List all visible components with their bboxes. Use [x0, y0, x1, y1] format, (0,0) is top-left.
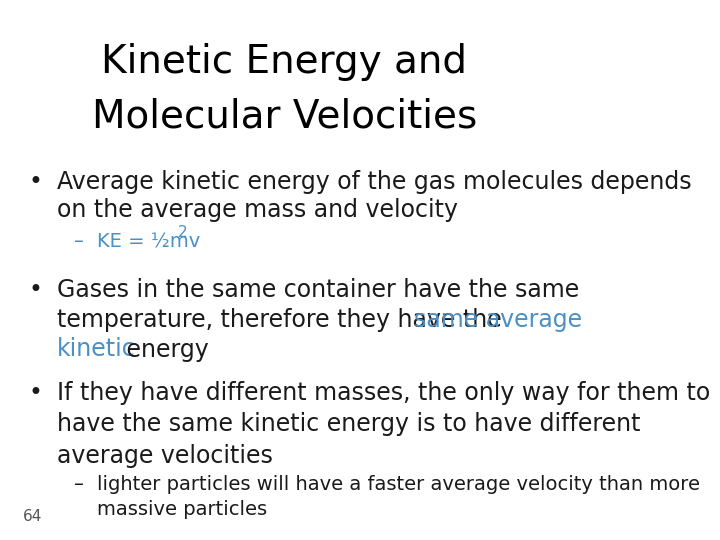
Text: KE = ½mv: KE = ½mv [96, 232, 200, 251]
Text: same average: same average [414, 308, 582, 332]
Text: •: • [29, 170, 42, 194]
Text: •: • [29, 381, 42, 404]
Text: lighter particles will have a faster average velocity than more
massive particle: lighter particles will have a faster ave… [96, 475, 700, 519]
Text: If they have different masses, the only way for them to
have the same kinetic en: If they have different masses, the only … [57, 381, 710, 468]
Text: Gases in the same container have the same: Gases in the same container have the sam… [57, 278, 579, 302]
Text: Average kinetic energy of the gas molecules depends
on the average mass and velo: Average kinetic energy of the gas molecu… [57, 170, 691, 222]
Text: –: – [74, 232, 84, 251]
Text: Molecular Velocities: Molecular Velocities [92, 97, 477, 135]
Text: kinetic: kinetic [57, 338, 135, 361]
Text: 2: 2 [179, 225, 188, 240]
Text: Kinetic Energy and: Kinetic Energy and [102, 43, 467, 81]
Text: 64: 64 [23, 509, 42, 524]
Text: temperature, therefore they have the: temperature, therefore they have the [57, 308, 509, 332]
Text: –: – [74, 475, 84, 494]
Text: •: • [29, 278, 42, 302]
Text: energy: energy [119, 338, 209, 361]
